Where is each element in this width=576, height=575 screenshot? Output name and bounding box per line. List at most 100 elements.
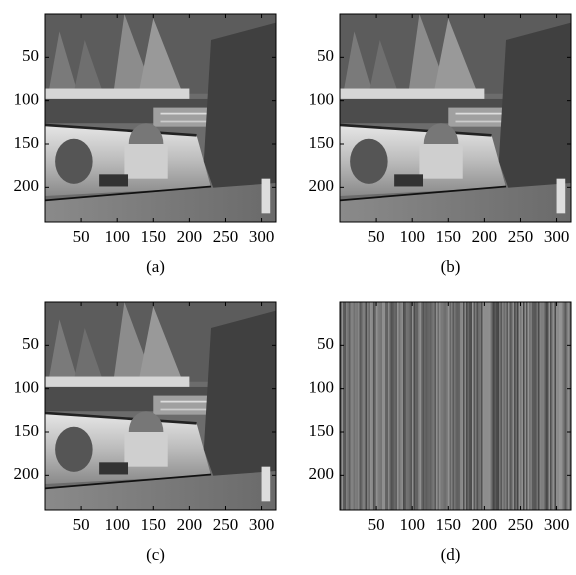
stripe (354, 302, 356, 510)
stripe (543, 302, 545, 510)
stripe (513, 302, 515, 510)
stripe (402, 302, 404, 510)
stripe (553, 302, 555, 510)
stripe (429, 302, 431, 510)
stripe (442, 302, 444, 510)
stripe (388, 302, 390, 510)
x-tick-label: 300 (544, 515, 570, 534)
image (45, 14, 276, 222)
x-tick-label: 100 (104, 515, 130, 534)
stripe (390, 302, 392, 510)
stripe (438, 302, 440, 510)
stripe (399, 302, 401, 510)
stripe (406, 302, 408, 510)
stripe (420, 302, 422, 510)
stripe (529, 302, 531, 510)
image (45, 302, 276, 510)
stripe (397, 302, 399, 510)
stripe (540, 302, 542, 510)
stripe (508, 302, 510, 510)
stripe (372, 302, 374, 510)
stripe (342, 302, 344, 510)
stripe (504, 302, 506, 510)
x-tick-label: 50 (73, 227, 90, 246)
stripe (477, 302, 479, 510)
x-tick-label: 250 (213, 227, 239, 246)
stripe (349, 302, 351, 510)
stripe (484, 302, 486, 510)
stripe (351, 302, 353, 510)
stripe (385, 302, 387, 510)
caption: (b) (441, 257, 461, 276)
x-tick-label: 150 (436, 227, 462, 246)
stripe (565, 302, 567, 510)
x-tick-label: 300 (249, 515, 275, 534)
stripe (544, 302, 546, 510)
stripe (358, 302, 360, 510)
stripe (475, 302, 477, 510)
stripe (394, 302, 396, 510)
stripe (550, 302, 552, 510)
stripe (507, 302, 509, 510)
y-tick-label: 150 (309, 133, 335, 152)
stripe (534, 302, 536, 510)
x-tick-label: 50 (368, 515, 385, 534)
stripe (396, 302, 398, 510)
stripe (418, 302, 420, 510)
stripe (427, 302, 429, 510)
stripe (519, 302, 521, 510)
stripe (487, 302, 489, 510)
stripe (493, 302, 495, 510)
stripe (382, 302, 384, 510)
y-tick-label: 50 (22, 46, 39, 65)
stripe (567, 302, 569, 510)
y-tick-label: 100 (14, 378, 40, 397)
x-tick-label: 300 (544, 227, 570, 246)
stripe (447, 302, 449, 510)
stripe (561, 302, 563, 510)
stripe (433, 302, 435, 510)
x-tick-label: 50 (368, 227, 385, 246)
stripe (453, 302, 455, 510)
stripe (489, 302, 491, 510)
stripe (498, 302, 500, 510)
stripe (409, 302, 411, 510)
stripe (528, 302, 530, 510)
stripe (456, 302, 458, 510)
y-tick-label: 150 (14, 133, 40, 152)
stripe (432, 302, 434, 510)
stripe (462, 302, 464, 510)
stripe (412, 302, 414, 510)
stripe (559, 302, 561, 510)
y-tick-label: 50 (317, 46, 334, 65)
caption: (c) (146, 545, 165, 564)
y-tick-label: 50 (317, 334, 334, 353)
x-tick-label: 200 (472, 227, 498, 246)
x-tick-label: 200 (472, 515, 498, 534)
stripe (522, 302, 524, 510)
stripe (343, 302, 345, 510)
stripe (510, 302, 512, 510)
stripe (499, 302, 501, 510)
stripe (417, 302, 419, 510)
stripe (516, 302, 518, 510)
stripe (376, 302, 378, 510)
stripe (471, 302, 473, 510)
stripe (532, 302, 534, 510)
stripe (555, 302, 557, 510)
stripe (391, 302, 393, 510)
stripe (558, 302, 560, 510)
stripe (441, 302, 443, 510)
stripe (525, 302, 527, 510)
stripe (400, 302, 402, 510)
panel: 5010015020025030050100150200(b) (309, 14, 572, 276)
stripe (439, 302, 441, 510)
stripe (430, 302, 432, 510)
stripe (364, 302, 366, 510)
stripe (535, 302, 537, 510)
stripe (360, 302, 362, 510)
stripe (466, 302, 468, 510)
x-tick-label: 200 (177, 515, 203, 534)
x-tick-label: 250 (213, 515, 239, 534)
y-tick-label: 200 (14, 464, 40, 483)
